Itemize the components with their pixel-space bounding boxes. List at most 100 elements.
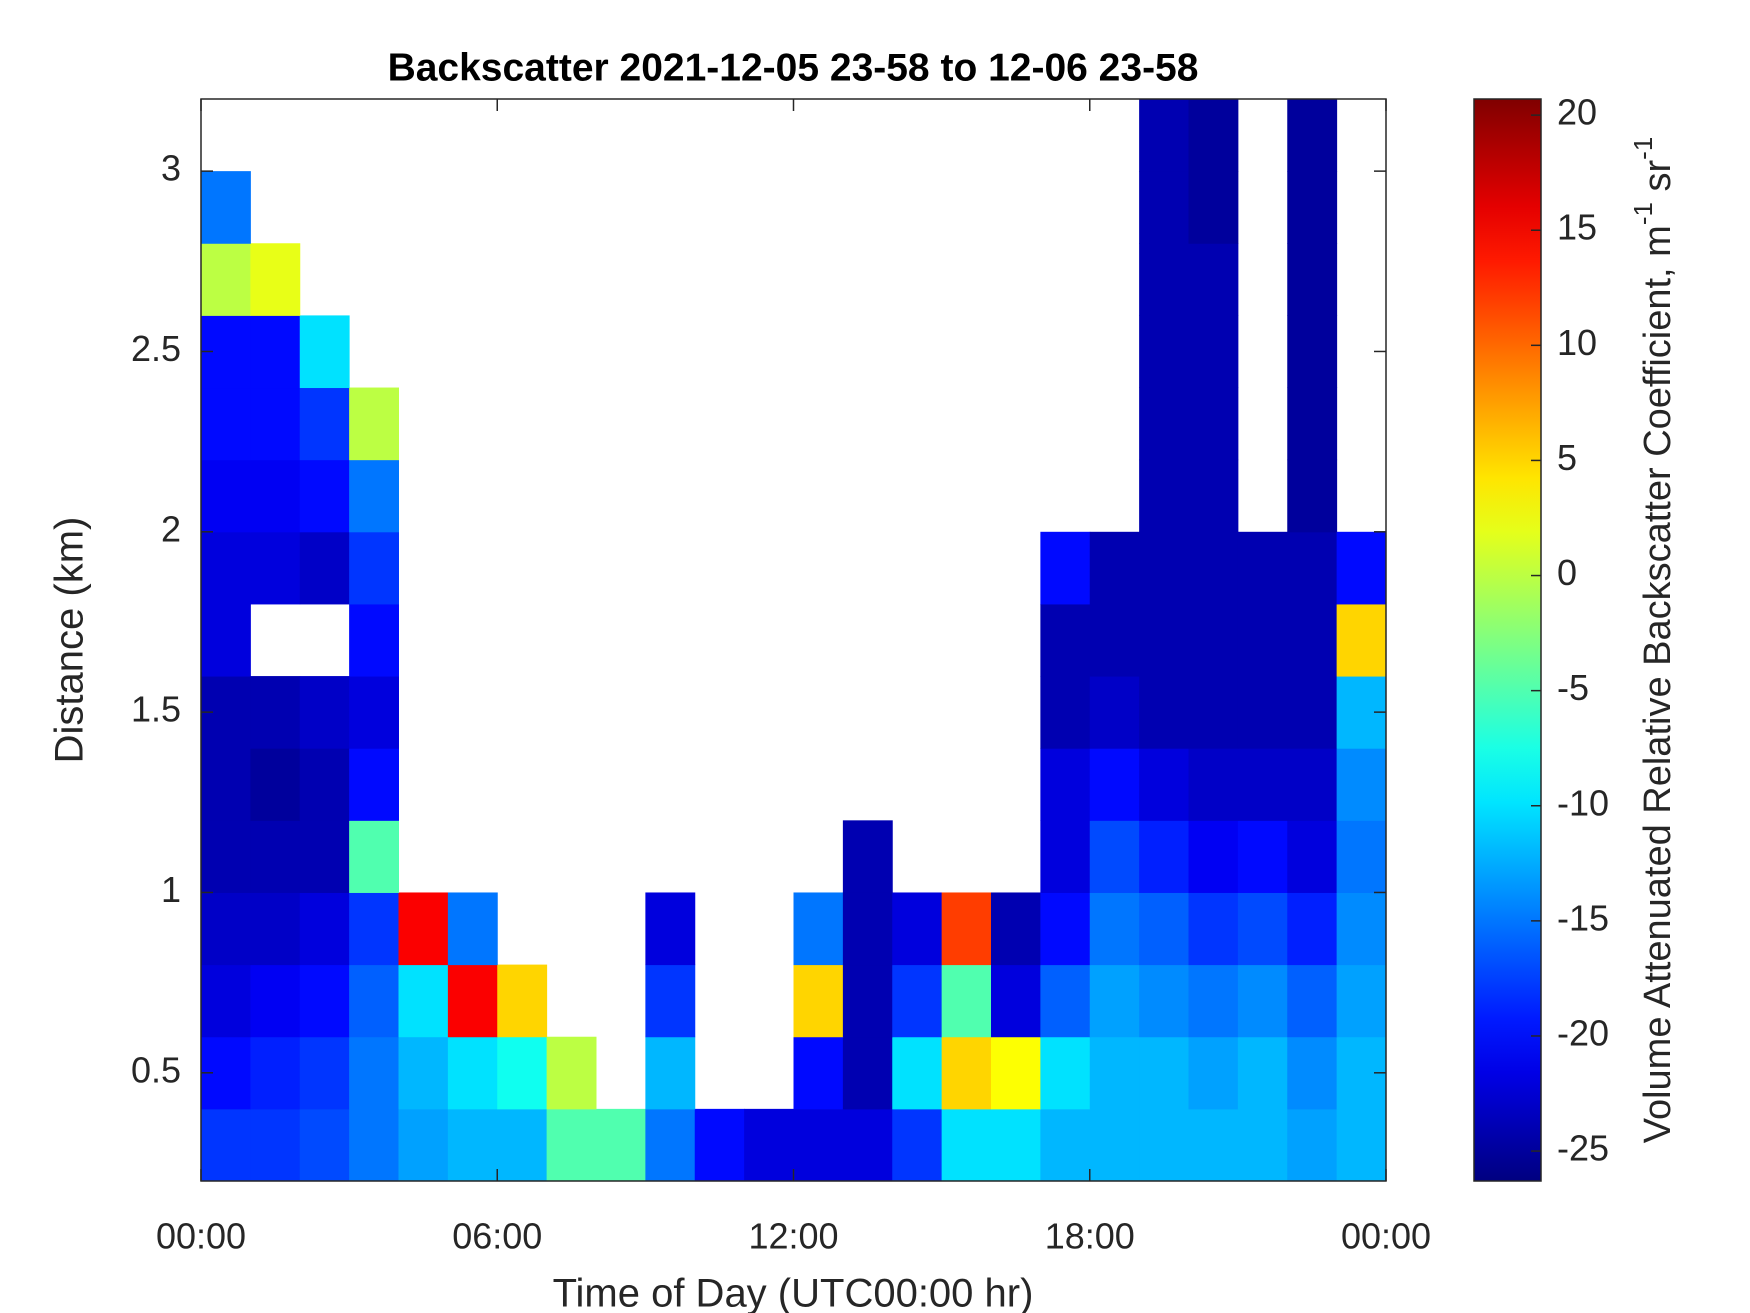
heatmap-cell bbox=[1139, 315, 1189, 389]
heatmap-cell bbox=[1188, 964, 1239, 1038]
heatmap-cell bbox=[349, 459, 399, 533]
heatmap-cell bbox=[497, 1108, 548, 1182]
colorbar-tick-label: -15 bbox=[1557, 897, 1609, 938]
heatmap-cell bbox=[349, 531, 399, 605]
heatmap-cell bbox=[447, 1036, 498, 1110]
heatmap-cell bbox=[1040, 748, 1091, 821]
heatmap-cell bbox=[1188, 892, 1239, 966]
heatmap-cell bbox=[1237, 1036, 1288, 1110]
chart-title: Backscatter 2021-12-05 23-58 to 12-06 23… bbox=[388, 46, 1199, 89]
heatmap-cell bbox=[250, 892, 301, 966]
heatmap-cell bbox=[201, 459, 251, 533]
heatmap-cell bbox=[447, 964, 498, 1038]
x-axis-label: Time of Day (UTC00:00 hr) bbox=[553, 1272, 1034, 1313]
heatmap-cell bbox=[1287, 603, 1338, 677]
heatmap-cell bbox=[1287, 99, 1338, 172]
heatmap-cell bbox=[250, 243, 301, 316]
heatmap-cell bbox=[793, 964, 844, 1038]
colorbar-label-part: -1 bbox=[1628, 202, 1658, 225]
heatmap-cell bbox=[250, 531, 301, 605]
heatmap-cell bbox=[299, 964, 350, 1038]
heatmap-cell bbox=[793, 892, 844, 966]
heatmap-cell bbox=[201, 892, 251, 966]
heatmap-cell bbox=[1287, 531, 1338, 605]
heatmap-cell bbox=[349, 964, 399, 1038]
heatmap-cell bbox=[201, 603, 251, 677]
heatmap-cell bbox=[1040, 1108, 1091, 1182]
heatmap-cell bbox=[645, 892, 696, 966]
heatmap-cell bbox=[1089, 531, 1140, 605]
heatmap-cell bbox=[299, 892, 350, 966]
heatmap-cell bbox=[1139, 1036, 1189, 1110]
heatmap-cell bbox=[201, 387, 251, 461]
y-tick-label: 0.5 bbox=[131, 1049, 181, 1090]
heatmap-cell bbox=[991, 1108, 1041, 1182]
heatmap-cell bbox=[1188, 171, 1239, 244]
heatmap-cell bbox=[1040, 964, 1091, 1038]
x-tick-label: 00:00 bbox=[156, 1216, 246, 1257]
heatmap-cell bbox=[1040, 676, 1091, 749]
heatmap-cell bbox=[941, 892, 992, 966]
heatmap-cell bbox=[991, 1036, 1041, 1110]
heatmap-cell bbox=[299, 1108, 350, 1182]
heatmap-cell bbox=[349, 820, 399, 893]
heatmap-cell bbox=[447, 892, 498, 966]
heatmap-cell bbox=[250, 387, 301, 461]
heatmap-cell bbox=[1139, 459, 1189, 533]
heatmap-cell bbox=[1139, 531, 1189, 605]
heatmap-cell bbox=[1188, 676, 1239, 749]
heatmap-cell bbox=[1089, 603, 1140, 677]
heatmap-cell bbox=[1237, 892, 1288, 966]
colorbar-tick-label: 15 bbox=[1557, 207, 1597, 248]
heatmap-cell bbox=[546, 1108, 597, 1182]
heatmap-cell bbox=[1040, 892, 1091, 966]
heatmap-cell bbox=[299, 315, 350, 389]
heatmap-cell bbox=[1287, 171, 1338, 244]
heatmap-cell bbox=[1237, 531, 1288, 605]
y-tick-label: 2.5 bbox=[131, 328, 181, 369]
heatmap-cell bbox=[1139, 748, 1189, 821]
heatmap-cell bbox=[497, 1036, 548, 1110]
heatmap-cell bbox=[1139, 892, 1189, 966]
heatmap-cell bbox=[744, 1108, 794, 1182]
heatmap-cell bbox=[1139, 99, 1189, 172]
heatmap-cell bbox=[299, 1036, 350, 1110]
heatmap-cell bbox=[1040, 603, 1091, 677]
heatmap-cell bbox=[398, 892, 449, 966]
x-tick-label: 00:00 bbox=[1341, 1216, 1431, 1257]
heatmap-cell bbox=[1336, 1108, 1387, 1182]
heatmap-cell bbox=[299, 531, 350, 605]
heatmap-cell bbox=[349, 676, 399, 749]
heatmap-cell bbox=[1089, 820, 1140, 893]
heatmap-cell bbox=[1139, 243, 1189, 316]
heatmap-cell bbox=[1336, 964, 1387, 1038]
heatmap-cell bbox=[842, 820, 893, 893]
heatmap-cell bbox=[1139, 964, 1189, 1038]
heatmap-cell bbox=[1237, 1108, 1288, 1182]
heatmap-cell bbox=[1139, 603, 1189, 677]
colorbar-tick-label: 20 bbox=[1557, 92, 1597, 133]
heatmap-cell bbox=[250, 964, 301, 1038]
heatmap-cell bbox=[842, 1108, 893, 1182]
colorbar-tick-label: -25 bbox=[1557, 1128, 1609, 1169]
heatmap-cell bbox=[299, 387, 350, 461]
heatmap-cell bbox=[645, 1108, 696, 1182]
heatmap-cell bbox=[1139, 820, 1189, 893]
heatmap-cell bbox=[793, 1108, 844, 1182]
heatmap-cell bbox=[201, 243, 251, 316]
heatmap-cell bbox=[1287, 1036, 1338, 1110]
heatmap-cell bbox=[250, 315, 301, 389]
colorbar-label: Volume Attenuated Relative Backscatter C… bbox=[1628, 137, 1679, 1144]
heatmap-cell bbox=[349, 748, 399, 821]
heatmap-cell bbox=[299, 676, 350, 749]
heatmap-cell bbox=[1040, 820, 1091, 893]
colorbar-tick-label: -5 bbox=[1557, 667, 1589, 708]
heatmap-cell bbox=[1287, 820, 1338, 893]
heatmap-cell bbox=[546, 1036, 597, 1110]
heatmap-cell bbox=[1188, 531, 1239, 605]
heatmap-cell bbox=[1188, 820, 1239, 893]
heatmap-cell bbox=[1237, 820, 1288, 893]
heatmap-cell bbox=[447, 1108, 498, 1182]
heatmap-cell bbox=[1139, 1108, 1189, 1182]
heatmap-cell bbox=[299, 820, 350, 893]
